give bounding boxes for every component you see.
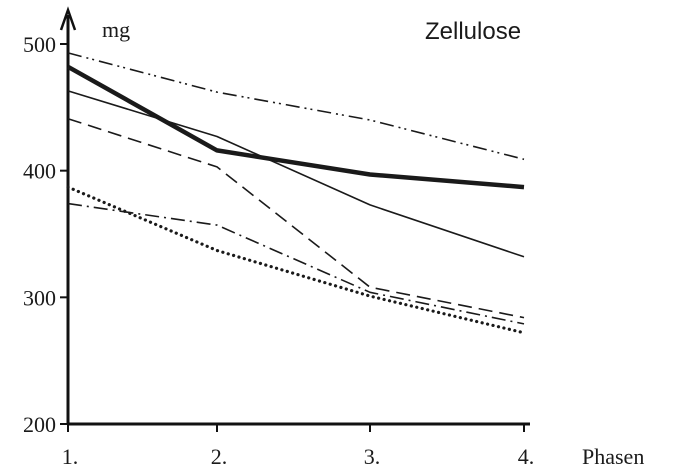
y-tick-label: 500 [23, 32, 56, 57]
y-tick-label: 300 [23, 285, 56, 310]
series-line-thin-solid [67, 90, 525, 258]
series-line-dashed [67, 117, 525, 319]
axes [59, 6, 530, 426]
x-axis-label: Phasen [582, 444, 644, 469]
y-tick-label: 400 [23, 159, 56, 184]
y-tick-label: 200 [23, 412, 56, 437]
series-line-dash-dot-dot [67, 52, 525, 161]
x-tick-label: 2. [211, 444, 228, 469]
x-tick-label: 3. [364, 444, 381, 469]
y-axis-arrow [59, 6, 77, 31]
series-line-dash-dot [67, 202, 525, 325]
x-ticks: 1. 2. 3. 4. [62, 424, 535, 469]
y-ticks: 200 300 400 500 [23, 32, 68, 437]
y-axis-unit-label: mg [102, 17, 130, 42]
series-line-dotted [66, 185, 526, 335]
series-lines [66, 52, 526, 335]
series-line-thick-solid [66, 64, 525, 190]
chart-title: Zellulose [425, 18, 521, 45]
x-tick-label: 1. [62, 444, 79, 469]
x-tick-label: 4. [518, 444, 535, 469]
